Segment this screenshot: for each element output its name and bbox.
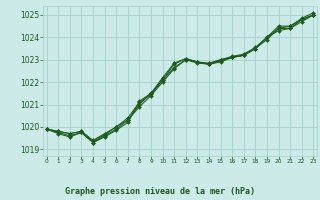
Text: Graphe pression niveau de la mer (hPa): Graphe pression niveau de la mer (hPa) — [65, 187, 255, 196]
